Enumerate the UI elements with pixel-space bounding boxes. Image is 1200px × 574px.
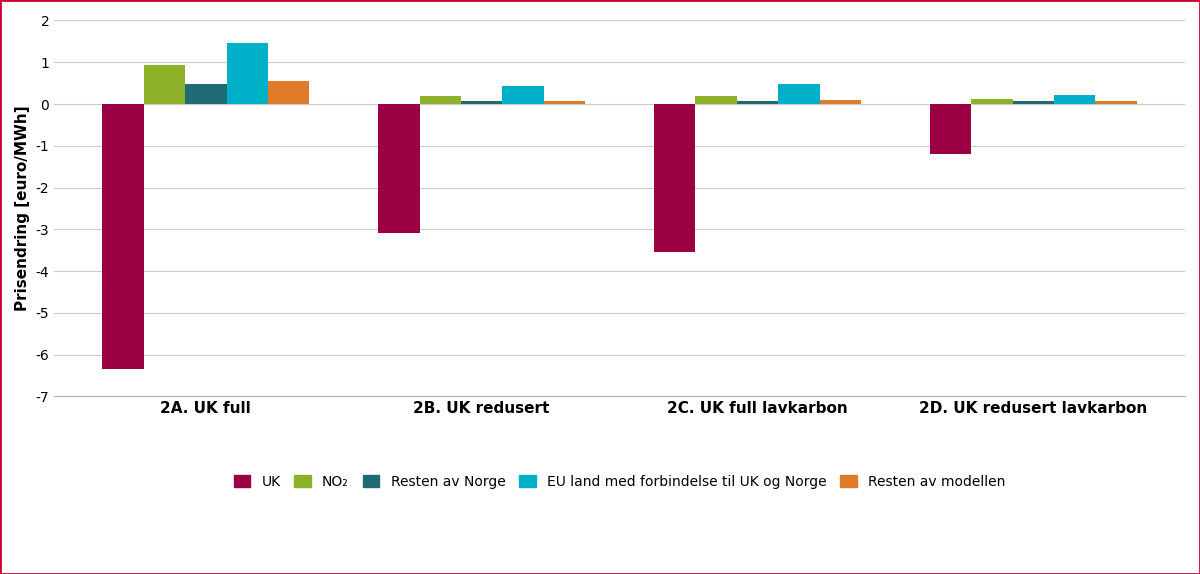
Bar [1096,102,1136,104]
Bar [102,104,144,369]
Bar [1013,102,1054,104]
Legend: UK, NO₂, Resten av Norge, EU land med forbindelse til UK og Norge, Resten av mod: UK, NO₂, Resten av Norge, EU land med fo… [228,470,1012,495]
Bar [778,84,820,104]
Y-axis label: Prisendring [euro/MWh]: Prisendring [euro/MWh] [16,106,30,311]
Bar [378,104,420,234]
Bar [654,104,696,252]
Bar [971,99,1013,104]
Bar [185,84,227,104]
Bar [503,87,544,104]
Bar [144,65,185,104]
Bar [544,101,586,104]
Bar [820,100,860,104]
Bar [696,96,737,104]
Bar [461,102,503,104]
Bar [930,104,971,154]
Bar [737,102,778,104]
Bar [227,44,268,104]
Bar [1054,95,1096,104]
Bar [268,81,310,104]
Bar [420,96,461,104]
